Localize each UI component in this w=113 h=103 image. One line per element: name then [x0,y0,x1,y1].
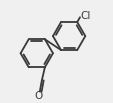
Text: Cl: Cl [80,11,90,21]
Text: O: O [34,91,43,101]
